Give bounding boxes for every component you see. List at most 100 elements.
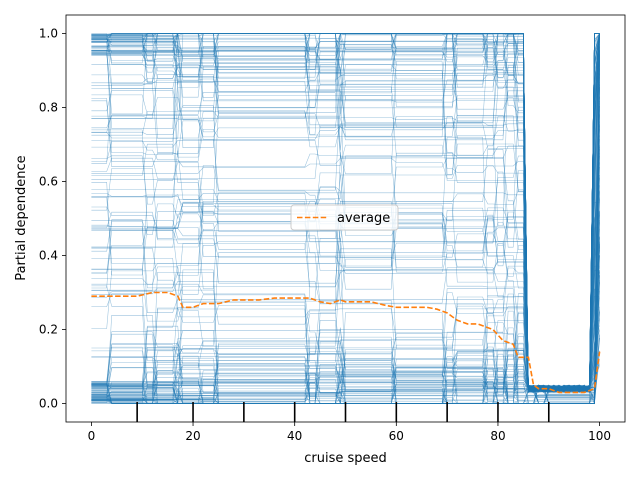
ice-line	[91, 246, 600, 404]
x-tick-label: 100	[588, 429, 611, 443]
ice-line	[91, 152, 600, 404]
ice-line	[91, 33, 600, 393]
ice-line	[91, 87, 600, 404]
ice-line	[91, 33, 600, 393]
ice-line	[91, 33, 600, 393]
ice-line	[91, 41, 600, 404]
ice-line	[91, 33, 600, 393]
legend-average-label: average	[337, 211, 390, 226]
ice-line	[91, 53, 600, 404]
ice-line	[91, 55, 600, 404]
ice-line	[91, 33, 600, 393]
ice-line	[91, 33, 600, 393]
ice-line	[91, 33, 600, 393]
ice-line	[91, 330, 600, 393]
ice-line	[91, 33, 600, 393]
y-tick-label: 0.6	[39, 175, 58, 189]
ice-line	[91, 33, 600, 393]
y-axis-label: Partial dependence	[14, 155, 29, 280]
ice-line	[91, 46, 600, 392]
ice-line	[91, 33, 600, 393]
x-axis-ticks: 0 20 40 60 80 100	[88, 422, 611, 443]
ice-line	[91, 33, 600, 392]
y-tick-label: 0.4	[39, 249, 58, 263]
ice-line	[91, 174, 600, 391]
ice-line	[91, 33, 600, 393]
y-axis-ticks: 0.0 0.2 0.4 0.6 0.8 1.0	[39, 27, 66, 411]
ice-line	[91, 275, 600, 404]
ice-line	[91, 203, 600, 393]
ice-line	[91, 211, 600, 392]
ice-line	[91, 33, 600, 393]
ice-line	[91, 269, 600, 404]
ice-line	[91, 275, 600, 405]
ice-line	[91, 33, 600, 393]
ice-line	[91, 50, 600, 404]
ice-line	[91, 281, 600, 395]
ice-line	[91, 33, 600, 392]
ice-line	[91, 33, 600, 392]
ice-line	[91, 221, 600, 393]
ice-line	[91, 33, 600, 393]
ice-line	[91, 83, 600, 393]
ice-line	[91, 32, 600, 392]
ice-line	[91, 33, 600, 393]
ice-line	[91, 96, 600, 404]
ice-line	[91, 33, 600, 393]
ice-line	[91, 191, 600, 404]
ice-line	[91, 359, 600, 404]
ice-line	[91, 33, 600, 393]
ice-line	[91, 33, 600, 393]
ice-line	[91, 33, 600, 393]
ice-line	[91, 33, 600, 392]
ice-line	[91, 33, 600, 393]
ice-line	[91, 33, 600, 393]
ice-line	[91, 33, 600, 393]
average-line	[91, 291, 601, 394]
ice-line	[91, 366, 600, 404]
ice-line	[91, 33, 600, 393]
ice-line	[91, 33, 600, 390]
ice-line	[91, 33, 600, 393]
ice-line	[91, 33, 600, 393]
ice-line	[91, 33, 600, 393]
ice-line	[91, 33, 600, 393]
ice-line	[91, 41, 600, 404]
ice-line	[91, 155, 600, 393]
ice-line	[91, 33, 600, 392]
legend-box	[290, 204, 399, 231]
ice-line	[91, 103, 600, 393]
ice-line	[91, 50, 600, 392]
ice-line	[91, 311, 600, 404]
ice-line	[91, 33, 600, 393]
x-tick-label: 80	[490, 429, 505, 443]
ice-line	[91, 270, 600, 404]
average-line-layer	[91, 291, 601, 394]
ice-line	[91, 241, 600, 404]
ice-line	[91, 33, 600, 393]
ice-line	[91, 138, 600, 404]
ice-line	[91, 255, 600, 396]
ice-line	[91, 228, 600, 404]
ice-line	[91, 33, 600, 394]
ice-line	[91, 88, 600, 393]
ice-line	[91, 128, 600, 393]
ice-line	[91, 33, 600, 392]
ice-line	[91, 33, 600, 393]
ice-line	[91, 185, 600, 404]
ice-line	[91, 33, 600, 392]
ice-line	[91, 145, 600, 404]
ice-line	[91, 244, 600, 397]
ice-line	[91, 199, 600, 393]
ice-line	[91, 295, 600, 404]
ice-line	[91, 33, 600, 393]
ice-line	[91, 347, 600, 404]
ice-line	[91, 216, 600, 391]
ice-line	[91, 33, 600, 392]
ice-line	[91, 68, 600, 404]
ice-line	[91, 43, 600, 393]
ice-line	[91, 56, 600, 393]
ice-line	[91, 220, 600, 404]
y-tick-label: 0.2	[39, 323, 58, 337]
